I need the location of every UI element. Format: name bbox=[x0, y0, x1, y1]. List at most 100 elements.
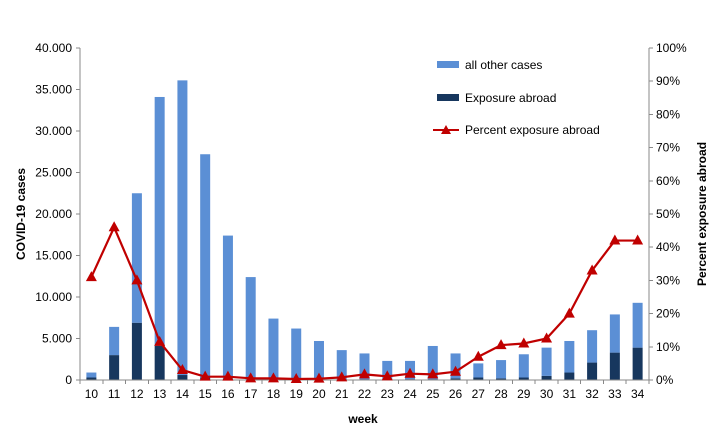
legend-marker-percent bbox=[441, 125, 451, 134]
x-tick-label-32: 32 bbox=[585, 387, 599, 401]
point-percent-week-17 bbox=[245, 372, 257, 383]
legend-label-abroad: Exposure abroad bbox=[465, 91, 556, 105]
bar-exposure-abroad-week-26 bbox=[450, 378, 461, 380]
x-tick-label-23: 23 bbox=[381, 387, 395, 401]
x-tick-label-12: 12 bbox=[130, 387, 144, 401]
x-tick-label-25: 25 bbox=[426, 387, 440, 401]
y-tick-label-6: 30.000 bbox=[35, 124, 72, 138]
point-percent-week-15 bbox=[199, 370, 211, 381]
point-percent-week-32 bbox=[586, 264, 598, 275]
legend: all other cases Exposure abroad Percent … bbox=[433, 58, 600, 137]
bar-other-cases-week-13 bbox=[154, 96, 165, 346]
y-tick-label-7: 35.000 bbox=[35, 83, 72, 97]
bar-exposure-abroad-week-32 bbox=[587, 362, 598, 380]
point-percent-week-22 bbox=[359, 368, 370, 379]
bar-other-cases-week-31 bbox=[564, 340, 575, 373]
point-percent-week-23 bbox=[381, 370, 393, 381]
x-tick-label-24: 24 bbox=[403, 387, 417, 401]
x-tick-label-28: 28 bbox=[494, 387, 508, 401]
legend-swatch-other bbox=[437, 61, 459, 68]
bar-other-cases-week-15 bbox=[200, 154, 211, 378]
x-tick-label-11: 11 bbox=[108, 387, 121, 401]
bar-exposure-abroad-week-33 bbox=[609, 352, 620, 380]
bar-other-cases-week-32 bbox=[587, 330, 598, 363]
point-percent-week-24 bbox=[404, 367, 416, 378]
x-tick-label-34: 34 bbox=[631, 387, 645, 401]
bar-other-cases-week-34 bbox=[632, 302, 643, 348]
bar-exposure-abroad-week-29 bbox=[518, 377, 529, 380]
bar-other-cases-week-10 bbox=[86, 372, 97, 378]
bar-other-cases-week-21 bbox=[336, 350, 347, 380]
legend-swatch-abroad bbox=[437, 94, 459, 101]
point-percent-week-18 bbox=[267, 372, 279, 383]
bar-other-cases-week-30 bbox=[541, 347, 552, 376]
y2-axis-title: Percent exposure abroad bbox=[695, 142, 709, 286]
bar-other-cases-week-25 bbox=[427, 345, 438, 380]
x-tick-label-18: 18 bbox=[267, 387, 281, 401]
x-tick-label-21: 21 bbox=[335, 387, 349, 401]
point-percent-week-33 bbox=[609, 234, 621, 245]
bar-exposure-abroad-week-34 bbox=[632, 347, 643, 380]
point-percent-week-14 bbox=[176, 364, 188, 375]
y2-tick-label-9: 90% bbox=[656, 74, 680, 88]
bar-other-cases-week-17 bbox=[245, 277, 256, 380]
y-tick-label-3: 15.000 bbox=[35, 249, 72, 263]
y-axis-title: COVID-19 cases bbox=[14, 168, 28, 260]
point-percent-week-28 bbox=[495, 339, 507, 350]
point-percent-week-25 bbox=[427, 368, 439, 379]
bar-other-cases-week-16 bbox=[222, 235, 233, 379]
y2-tick-label-7: 70% bbox=[656, 141, 680, 155]
point-percent-week-31 bbox=[563, 307, 575, 318]
point-percent-week-34 bbox=[632, 234, 644, 245]
point-percent-week-10 bbox=[85, 271, 97, 282]
y2-tick-label-2: 20% bbox=[656, 307, 680, 321]
bar-exposure-abroad-week-11 bbox=[109, 355, 120, 380]
point-percent-week-29 bbox=[518, 337, 530, 348]
y-tick-label-8: 40.000 bbox=[35, 41, 72, 55]
bar-exposure-abroad-week-30 bbox=[541, 375, 552, 380]
line-layer bbox=[85, 221, 644, 384]
x-tick-label-29: 29 bbox=[517, 387, 531, 401]
y2-tick-label-8: 80% bbox=[656, 107, 680, 121]
legend-label-percent: Percent exposure abroad bbox=[465, 123, 600, 137]
bar-exposure-abroad-week-14 bbox=[177, 375, 188, 380]
y2-tick-label-10: 100% bbox=[656, 41, 687, 55]
x-tick-label-22: 22 bbox=[358, 387, 372, 401]
bar-exposure-abroad-week-13 bbox=[154, 345, 165, 380]
x-tick-label-14: 14 bbox=[176, 387, 190, 401]
y2-tick-label-3: 30% bbox=[656, 273, 680, 287]
y-tick-label-5: 25.000 bbox=[35, 166, 72, 180]
x-tick-label-16: 16 bbox=[221, 387, 235, 401]
x-tick-label-20: 20 bbox=[312, 387, 326, 401]
x-tick-label-33: 33 bbox=[608, 387, 622, 401]
point-percent-week-26 bbox=[450, 365, 462, 376]
bar-other-cases-week-33 bbox=[609, 314, 620, 353]
bar-other-cases-week-12 bbox=[131, 193, 142, 323]
y2-tick-label-0: 0% bbox=[656, 373, 674, 387]
bar-other-cases-week-18 bbox=[268, 318, 279, 380]
bar-other-cases-week-23 bbox=[382, 360, 393, 380]
bar-exposure-abroad-week-27 bbox=[473, 377, 484, 380]
legend-label-other: all other cases bbox=[465, 58, 542, 72]
y-tick-label-0: 0 bbox=[65, 373, 72, 387]
y2-tick-label-6: 60% bbox=[656, 174, 680, 188]
bar-exposure-abroad-week-10 bbox=[86, 377, 97, 380]
bar-other-cases-week-11 bbox=[109, 326, 120, 356]
point-percent-week-27 bbox=[472, 350, 484, 361]
x-tick-label-30: 30 bbox=[540, 387, 554, 401]
bar-other-cases-week-29 bbox=[518, 354, 529, 378]
x-axis-title: week bbox=[347, 412, 378, 426]
bar-exposure-abroad-week-12 bbox=[131, 322, 142, 380]
bar-other-cases-week-22 bbox=[359, 353, 370, 380]
x-tick-label-26: 26 bbox=[449, 387, 463, 401]
y2-tick-label-1: 10% bbox=[656, 340, 680, 354]
point-percent-week-13 bbox=[154, 335, 166, 346]
bar-other-cases-week-28 bbox=[496, 360, 507, 379]
point-percent-week-21 bbox=[336, 371, 348, 382]
point-percent-week-20 bbox=[313, 372, 325, 383]
point-percent-week-12 bbox=[131, 274, 143, 285]
x-tick-label-17: 17 bbox=[244, 387, 258, 401]
x-tick-label-10: 10 bbox=[85, 387, 99, 401]
point-percent-week-30 bbox=[541, 332, 553, 343]
